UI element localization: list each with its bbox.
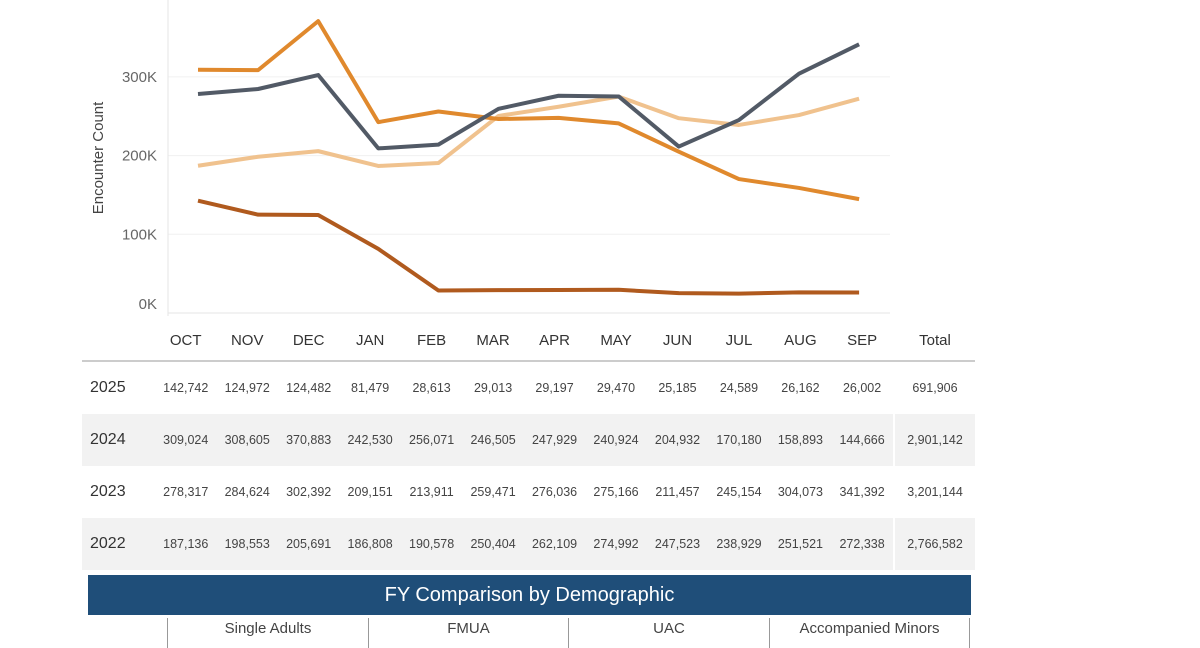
total-cell: 3,201,144 [893,466,975,518]
value-cell: 81,479 [351,381,390,395]
year-label: 2025 [90,379,126,396]
value-cell: 262,109 [523,518,586,570]
total-cell: 2,901,142 [893,414,975,466]
corner-cell [82,320,155,362]
series-line-2023 [197,42,860,151]
value-cell: 29,470 [596,381,636,395]
value-cell: 29,197 [535,381,574,395]
value-cell: 240,924 [585,414,647,466]
value-cell: 190,578 [400,518,463,570]
month-header: OCT [155,320,217,362]
value-cell: 272,338 [831,518,894,570]
demographic-column-header: Single Adults [167,618,368,648]
value-cell: 186,808 [339,518,401,570]
value-cell: 308,605 [216,414,278,466]
month-header: JUL [708,320,770,362]
year-label: 2022 [82,518,155,570]
column-divider [969,618,971,648]
value-cell: 370,883 [277,414,340,466]
month-header: JUN [646,320,709,362]
series-line-2024 [197,19,860,202]
month-header: SEP [831,320,894,362]
demographic-title: FY Comparison by Demographic [384,583,675,606]
value-cell: 24,589 [719,381,759,395]
value-cell: 276,036 [531,485,578,499]
value-cell: 205,691 [277,518,340,570]
value-cell: 245,154 [716,485,762,499]
month-header: DEC [277,320,340,362]
month-header: MAR [462,320,524,362]
value-cell: 278,317 [163,485,209,499]
value-cell: 247,929 [523,414,586,466]
month-header: MAY [585,320,647,362]
data-table: OCT NOV DEC JAN FEB MAR APR MAY JUN JUL AUG SEP Tota… [82,320,975,570]
value-cell: 284,624 [224,485,270,499]
value-cell: 142,742 [163,381,209,395]
value-cell: 144,666 [831,414,894,466]
value-cell: 204,932 [646,414,709,466]
value-cell: 250,404 [462,518,524,570]
value-cell: 28,613 [412,381,451,395]
month-header: FEB [400,320,463,362]
value-cell: 170,180 [708,414,770,466]
year-label: 2023 [90,483,126,500]
line-chart: Encounter Count 0K 100K 200K 300K [90,0,890,316]
value-cell: 246,505 [462,414,524,466]
value-cell: 247,523 [646,518,709,570]
y-axis-label: Encounter Count [90,101,107,214]
value-cell: 158,893 [769,414,832,466]
value-cell: 198,553 [216,518,278,570]
demographic-column-header: UAC [568,618,769,648]
value-cell: 274,992 [585,518,647,570]
total-header: Total [893,320,975,362]
demographic-banner: FY Comparison by Demographic [88,575,971,615]
demographic-column-header: FMUA [367,618,569,648]
value-cell: 25,185 [658,381,697,395]
y-tick-label: 0K [139,296,157,313]
value-cell: 304,073 [777,485,824,499]
value-cell: 211,457 [655,485,700,499]
value-cell: 124,482 [286,381,332,395]
value-cell: 187,136 [155,518,217,570]
year-label: 2024 [82,414,155,466]
table-row: 2022 187,136 198,553 205,691 186,808 190,578 2… [82,518,975,570]
y-tick-label: 300K [122,69,157,86]
value-cell: 251,521 [769,518,832,570]
table-row: 2024 309,024 308,605 370,883 242,530 256,071 2… [82,414,975,466]
value-cell: 29,013 [473,381,513,395]
y-tick-label: 200K [122,148,157,165]
value-cell: 238,929 [708,518,770,570]
month-header: APR [523,320,586,362]
series-line-2025 [197,198,860,296]
value-cell: 213,911 [409,485,454,499]
value-cell: 341,392 [839,485,885,499]
demographic-column-header: Accompanied Minors [768,618,970,648]
y-tick-label: 100K [122,226,157,243]
value-cell: 209,151 [347,485,393,499]
total-cell: 691,906 [893,361,975,414]
value-cell: 26,162 [781,381,820,395]
month-header: JAN [339,320,401,362]
table-row: 2023 278,317 284,624 302,392 209,151 213,911 2… [82,466,975,518]
value-cell: 302,392 [286,485,332,499]
total-cell: 2,766,582 [893,518,975,570]
month-header: NOV [216,320,278,362]
value-cell: 242,530 [339,414,401,466]
value-cell: 124,972 [224,381,270,395]
month-header: AUG [769,320,832,362]
value-cell: 26,002 [842,381,882,395]
value-cell: 309,024 [155,414,217,466]
value-cell: 259,471 [470,485,516,499]
table-row: 2025 142,742 124,972 124,482 81,479 28,613 29,… [82,361,975,414]
value-cell: 256,071 [400,414,463,466]
value-cell: 275,166 [593,485,639,499]
demographic-header: Single Adults FMUA UAC Accompanied Minors [88,618,971,648]
series-line-2022 [197,94,860,168]
